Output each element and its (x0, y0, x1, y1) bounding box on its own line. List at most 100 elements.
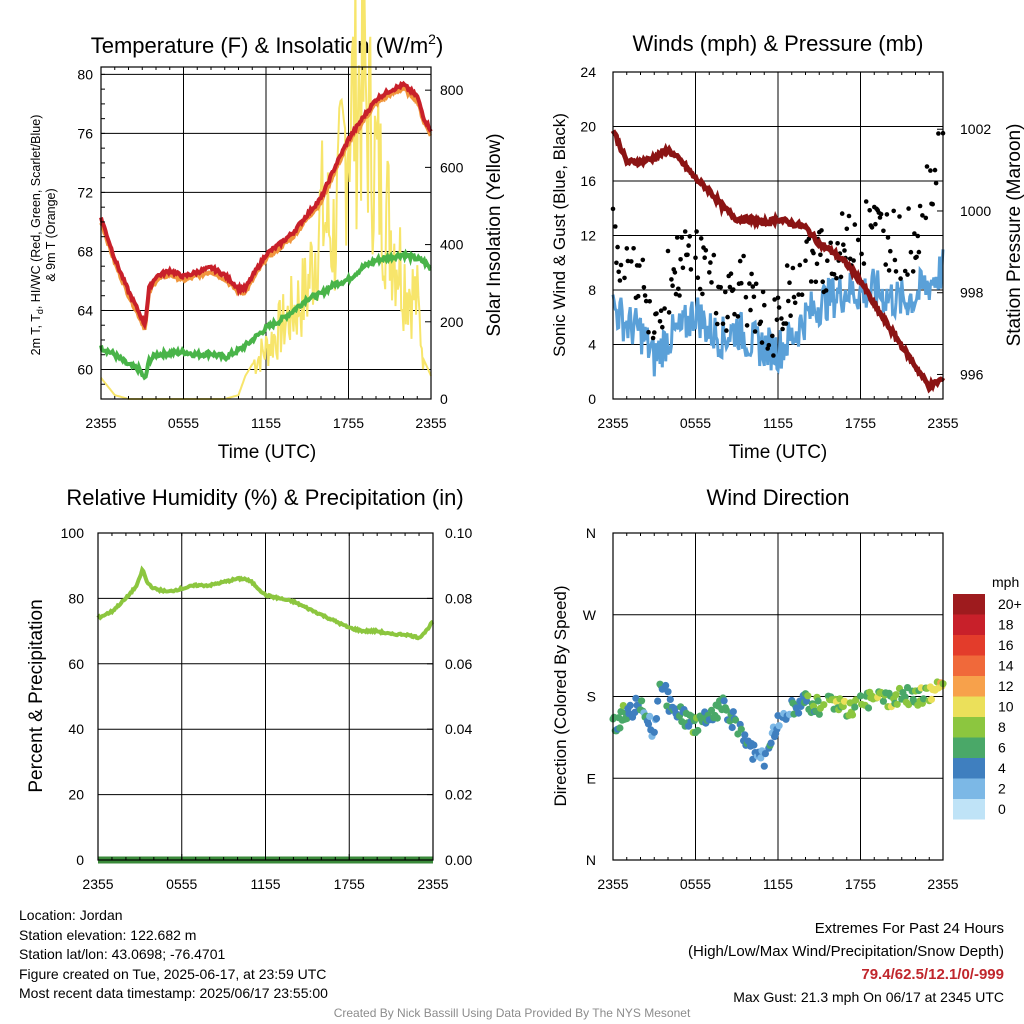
gust-point (917, 203, 923, 209)
gust-point (747, 281, 752, 286)
y-tick-label: 12 (580, 228, 596, 244)
gust-point (842, 248, 847, 253)
gust-point (748, 307, 753, 313)
y2-tick-label: 0.04 (445, 721, 472, 737)
gust-point (932, 167, 938, 173)
y-tick-label: 0 (76, 852, 84, 868)
gust-point (647, 299, 652, 304)
y-tick-label: 100 (61, 525, 85, 541)
gust-point (624, 246, 630, 251)
y2-tick-label: 0.00 (445, 852, 472, 868)
pressure-line (610, 129, 946, 394)
gust-point (720, 321, 726, 327)
max-gust: Max Gust: 21.3 mph On 06/17 at 2345 UTC (733, 989, 1004, 1005)
x-tick-label: 1155 (250, 876, 280, 892)
y2-tick-label: 0.06 (445, 656, 472, 672)
station-elevation: Station elevation: 122.682 m (19, 926, 197, 943)
y-tick-label: 8 (588, 282, 596, 298)
y-tick-label: 40 (68, 721, 84, 737)
gust-point (635, 293, 641, 299)
speed-legend-swatch (953, 717, 985, 738)
gust-point (772, 297, 777, 302)
winds-title: Winds (mph) & Pressure (mb) (633, 31, 924, 56)
direction-point (851, 703, 859, 711)
gust-point (708, 260, 713, 265)
direction-point (775, 722, 783, 730)
speed-legend-label: 2 (998, 781, 1006, 797)
speed-legend-swatch (953, 778, 985, 799)
gust-point (666, 310, 672, 315)
gust-point (758, 319, 764, 325)
gust-point (847, 256, 853, 262)
gust-point (893, 269, 899, 274)
gust-point (732, 311, 737, 317)
x-tick-label: 2355 (85, 415, 116, 431)
speed-legend-swatch (953, 635, 985, 656)
direction-point (893, 700, 901, 708)
direction-point (737, 725, 745, 733)
gust-point (698, 236, 704, 241)
gust-point (739, 280, 744, 286)
humidity-axis-ticks: 2355 0555 1155 1755 2355 0 20 40 60 80 100 0.00 0.02… (61, 525, 473, 892)
gust-point (883, 262, 888, 267)
winds-ylabel: Sonic Wind & Gust (Blue, Black) (550, 113, 569, 357)
y-tick-label: W (583, 607, 597, 623)
gust-point (744, 323, 750, 328)
gust-point (665, 248, 671, 254)
gust-point (892, 257, 898, 263)
gust-point (844, 226, 850, 232)
speed-legend-label: 6 (998, 740, 1006, 756)
winds-panel: Winds (mph) & Pressure (mb) 2355 0555 1155… (550, 31, 1024, 463)
y2-tick-label: 0.02 (445, 787, 472, 803)
y-tick-label: S (587, 689, 596, 705)
speed-legend-swatch (953, 696, 985, 717)
x-tick-label: 2355 (927, 415, 958, 431)
direction-point (757, 754, 765, 762)
gust-point (673, 291, 679, 297)
speed-legend-label: 18 (998, 617, 1014, 633)
gust-point (680, 265, 686, 271)
gust-point (784, 263, 790, 268)
gust-point (933, 180, 939, 186)
gust-point (751, 294, 757, 300)
direction-point (638, 697, 646, 705)
temperature-panel: Temperature (F) & Insolation (W/m2) 2355… (29, 0, 505, 463)
direction-ylabel: Direction (Colored By Speed) (551, 585, 570, 806)
y-tick-label: 80 (68, 590, 84, 606)
humidity-panel: Relative Humidity (%) & Precipitation (i… (26, 485, 472, 892)
direction-point (815, 710, 823, 718)
gust-point (791, 294, 797, 300)
gust-point (861, 261, 867, 266)
direction-point (820, 701, 828, 709)
gust-point (679, 235, 685, 240)
gust-point (936, 131, 941, 136)
gust-point (867, 208, 872, 213)
x-tick-label: 2355 (597, 876, 628, 892)
gust-point (660, 324, 665, 330)
direction-point (646, 712, 654, 721)
humidity-title: Relative Humidity (%) & Precipitation (i… (66, 485, 463, 510)
direction-point (741, 731, 749, 739)
speed-legend-swatch (953, 594, 985, 615)
speed-legend-swatch (953, 614, 985, 635)
gust-point (786, 298, 791, 304)
temperature-ylabel: 2m T, Td, HI/WC (Red, Green, Scarlet/Blu… (29, 115, 45, 356)
direction-point (760, 762, 768, 770)
direction-point (927, 695, 936, 704)
x-tick-label: 1155 (763, 876, 793, 892)
gust-point (669, 277, 674, 282)
gust-point (859, 251, 864, 257)
y-tick-label: E (587, 770, 596, 786)
y2-tick-label: 800 (440, 82, 464, 98)
gust-point (693, 255, 698, 261)
y-tick-label: 64 (77, 302, 93, 318)
direction-point (761, 750, 770, 758)
gust-point (728, 271, 734, 277)
gust-point (713, 310, 719, 316)
gust-point (759, 340, 765, 345)
direction-point (616, 724, 624, 732)
direction-point (652, 715, 661, 723)
y2-tick-label: 0 (440, 391, 448, 407)
gust-point (886, 268, 892, 273)
direction-point (848, 711, 857, 719)
